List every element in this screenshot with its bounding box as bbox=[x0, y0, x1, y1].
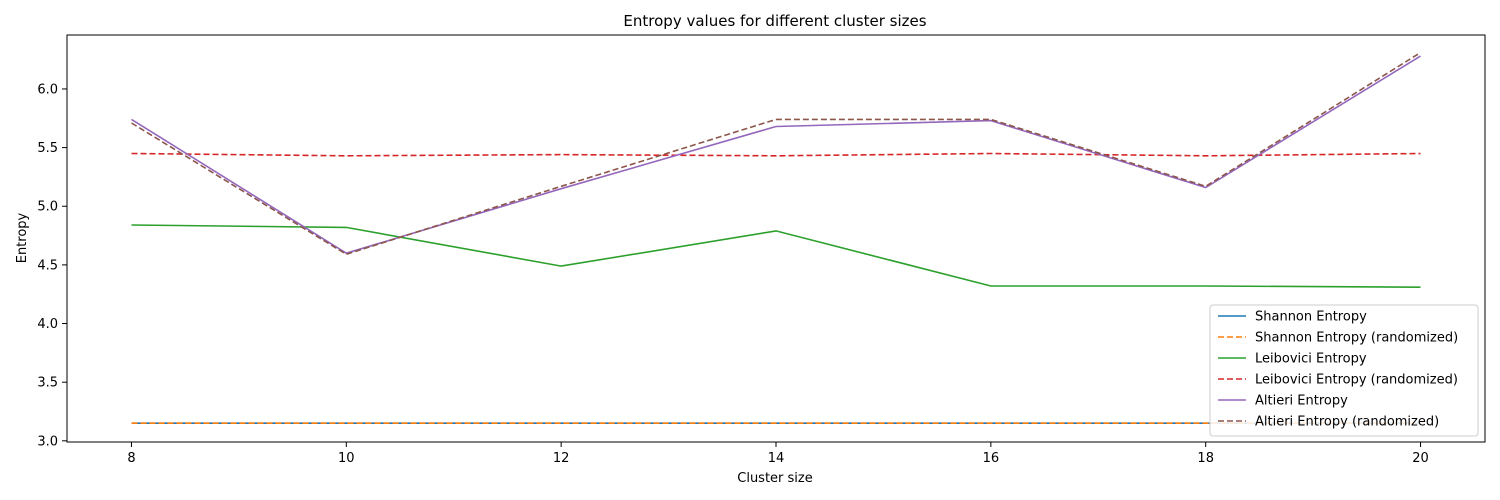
y-tick-label: 5.5 bbox=[37, 141, 58, 156]
y-tick-label: 6.0 bbox=[37, 82, 58, 97]
legend-box bbox=[1209, 304, 1479, 437]
y-tick-label: 4.0 bbox=[37, 317, 58, 332]
legend-label: Altieri Entropy (randomized) bbox=[1255, 415, 1439, 430]
x-tick-label: 14 bbox=[768, 451, 785, 466]
x-tick-label: 10 bbox=[338, 451, 355, 466]
series-line-2 bbox=[131, 224, 1421, 288]
series-line-5 bbox=[131, 51, 1421, 256]
y-tick-label: 4.5 bbox=[37, 258, 58, 273]
series-line-4 bbox=[131, 55, 1421, 255]
y-axis-title: Entropy bbox=[15, 212, 30, 263]
x-tick-label: 12 bbox=[553, 451, 570, 466]
legend: Shannon Entropy Shannon Entropy (randomiz… bbox=[1209, 304, 1479, 437]
legend-label: Shannon Entropy bbox=[1255, 310, 1367, 325]
series-line-3 bbox=[131, 152, 1421, 157]
x-tick-label: 20 bbox=[1412, 451, 1429, 466]
x-tick-label: 18 bbox=[1197, 451, 1214, 466]
plot-area: 8 10 12 14 16 18 20 3.0 3.5 4.0 4.5 5.0 5.5 6.0 bbox=[37, 34, 1486, 466]
y-tick-label: 3.5 bbox=[37, 376, 58, 391]
chart-title: Entropy values for different cluster siz… bbox=[623, 12, 926, 30]
x-tick-label: 16 bbox=[983, 451, 1000, 466]
y-tick-label: 5.0 bbox=[37, 200, 58, 215]
legend-label: Leibovici Entropy bbox=[1255, 352, 1367, 367]
x-tick-label: 8 bbox=[127, 451, 135, 466]
y-tick-label: 3.0 bbox=[37, 434, 58, 449]
legend-label: Shannon Entropy (randomized) bbox=[1255, 331, 1458, 346]
x-axis-title: Cluster size bbox=[737, 471, 812, 486]
legend-label: Altieri Entropy bbox=[1255, 394, 1348, 409]
legend-label: Leibovici Entropy (randomized) bbox=[1255, 373, 1458, 388]
